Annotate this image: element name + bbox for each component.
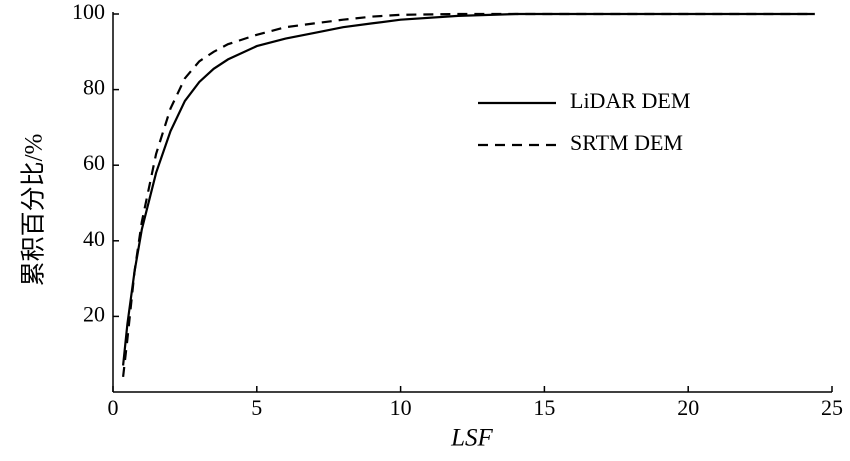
y-tick-label: 40 — [83, 226, 105, 251]
legend-label: SRTM DEM — [570, 130, 683, 155]
x-axis-label: LSF — [450, 425, 493, 452]
x-tick-label: 5 — [251, 395, 262, 420]
x-tick-label: 25 — [821, 395, 843, 420]
x-tick-label: 10 — [390, 395, 412, 420]
y-tick-label: 60 — [83, 150, 105, 175]
line-series — [122, 12, 815, 378]
x-tick-label: 15 — [533, 395, 555, 420]
legend-label: LiDAR DEM — [570, 88, 690, 113]
x-tick-label: 0 — [108, 395, 119, 420]
y-tick-label: 80 — [83, 75, 105, 100]
y-tick-label: 20 — [83, 301, 105, 326]
x-tick-label: 20 — [677, 395, 699, 420]
line-series — [122, 12, 815, 366]
y-tick-label: 100 — [72, 0, 105, 24]
y-axis-label: 累积百分比/% — [20, 134, 48, 287]
